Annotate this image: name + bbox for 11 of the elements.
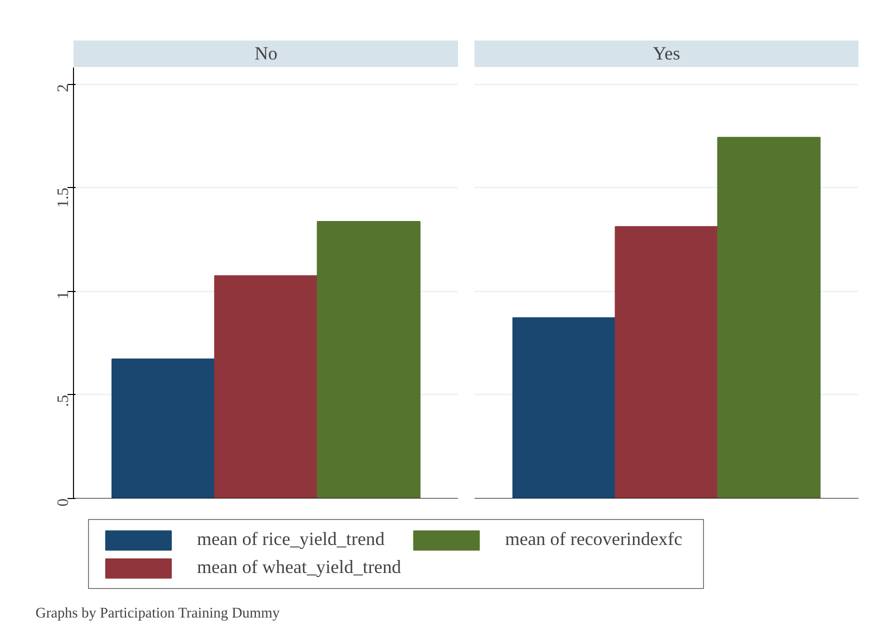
x-tick-label: Yes <box>652 44 680 64</box>
y-tick-label: 1.5 <box>55 188 72 208</box>
legend-label: mean of rice_yield_trend <box>197 529 386 551</box>
y-tick-label: 2 <box>55 84 72 92</box>
legend-label: mean of recoverindexfc <box>505 529 684 551</box>
y-tick-label: 1 <box>55 291 72 300</box>
y-tick-label: .5 <box>55 394 72 407</box>
y-tick-label: 0 <box>55 498 72 506</box>
x-tick-label: No <box>254 44 278 64</box>
legend-label: mean of wheat_yield_trend <box>197 557 402 579</box>
text: Graphs by Participation Training Dummy <box>36 606 280 622</box>
